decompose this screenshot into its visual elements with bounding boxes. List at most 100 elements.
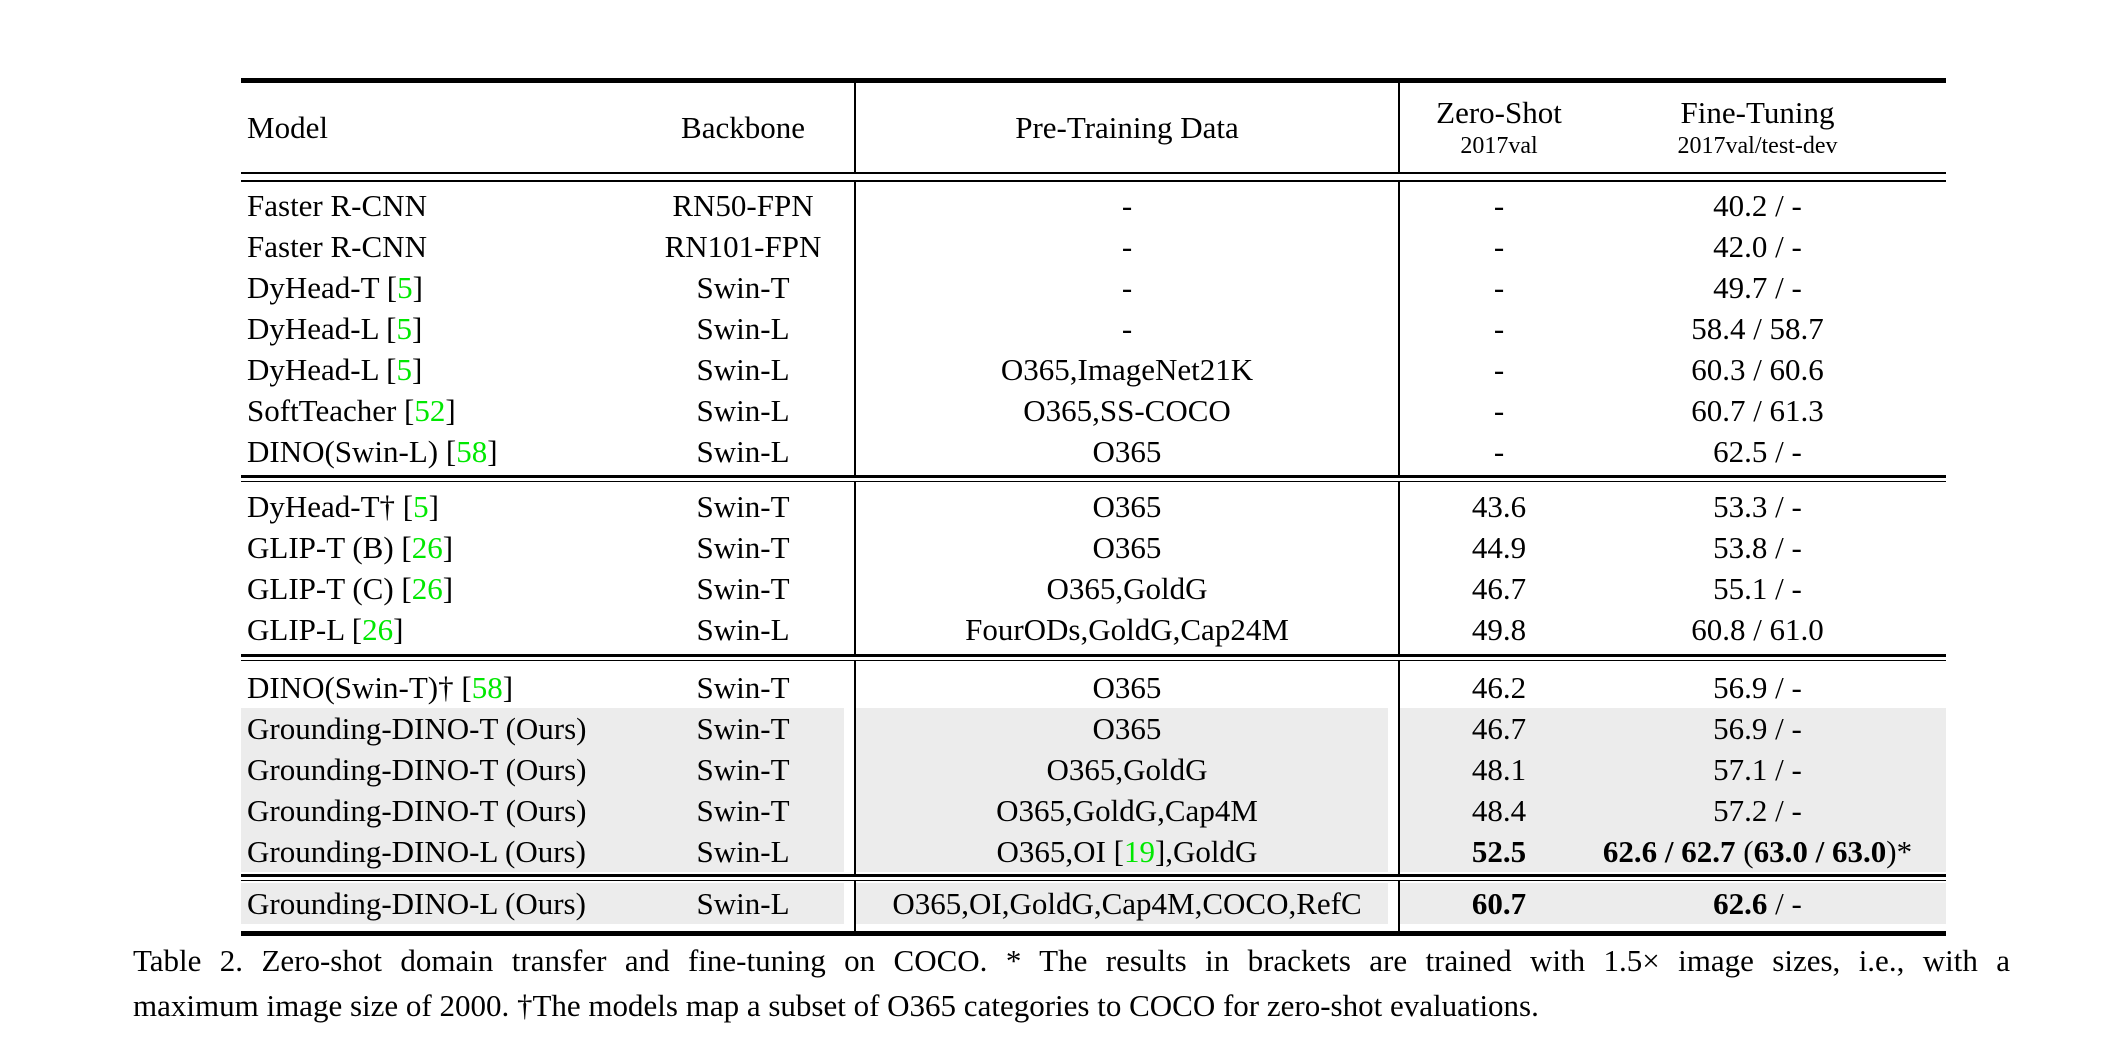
zeroshot-cell: - — [1493, 188, 1505, 223]
pretrain-cell: O365 — [1092, 670, 1162, 705]
model-name-post: ] — [393, 612, 404, 647]
model-name: DyHead-L [ — [247, 352, 397, 387]
col-header-model: Model — [247, 109, 328, 145]
citation-ref[interactable]: 5 — [396, 311, 412, 346]
citation-ref[interactable]: 19 — [1123, 834, 1155, 869]
model-name: DyHead-T [ — [247, 270, 398, 305]
pretrain-cell: O365,OI,GoldG,Cap4M,COCO,RefC — [855, 883, 1399, 924]
backbone-cell: Swin-L — [696, 434, 790, 469]
table-top-rule — [241, 78, 1946, 83]
table-section-closed-set: Faster R-CNN RN50-FPN - - 40.2 / - Faste… — [241, 182, 1946, 475]
model-name: DyHead-T† [ — [247, 489, 414, 524]
model-cell: Faster R-CNN — [241, 226, 631, 267]
model-name: GLIP-T (C) [ — [247, 571, 412, 606]
model-name: DINO(Swin-L) [ — [247, 434, 457, 469]
finetune-cell: 60.8 / 61.0 — [1691, 612, 1824, 647]
zeroshot-cell: 43.6 — [1471, 489, 1527, 524]
citation-ref[interactable]: 52 — [414, 393, 446, 428]
pretrain-cell: - — [1121, 270, 1133, 305]
model-name-post: ] — [442, 571, 454, 606]
model-cell: Grounding-DINO-T (Ours) — [241, 708, 631, 749]
finetune-cell: 53.8 / - — [1713, 530, 1802, 565]
pretrain-cell: O365 — [855, 708, 1399, 749]
pretrain-cell: O365 — [1092, 530, 1162, 565]
citation-ref[interactable]: 58 — [471, 670, 503, 705]
citation-ref[interactable]: 5 — [413, 489, 429, 524]
finetune-cell: 62.6 / 62.7 (63.0 / 63.0)* — [1599, 831, 1946, 872]
zeroshot-cell: 46.2 — [1471, 670, 1527, 705]
finetune-value: 62.6 — [1713, 886, 1768, 921]
pretrain-cell: FourODs,GoldG,Cap24M — [965, 612, 1289, 647]
citation-ref[interactable]: 26 — [411, 530, 443, 565]
model-name-post: ] — [411, 352, 423, 387]
col-header-backbone: Backbone — [681, 109, 805, 145]
model-cell: DyHead-T† [5] — [241, 486, 631, 527]
model-name-post: ] — [502, 670, 514, 705]
model-cell: DINO(Swin-L) [58] — [241, 431, 631, 472]
table-row: Faster R-CNN RN101-FPN - - 42.0 / - — [241, 226, 1946, 267]
pretrain-cell: O365 — [1092, 434, 1162, 469]
model-cell: GLIP-L [26] — [241, 609, 631, 650]
model-name: Faster R-CNN — [247, 188, 427, 223]
header-separator-rule — [241, 172, 1946, 182]
model-name: Grounding-DINO-L (Ours) — [247, 834, 586, 869]
model-cell: DyHead-T [5] — [241, 267, 631, 308]
citation-ref[interactable]: 5 — [396, 352, 412, 387]
model-name: Faster R-CNN — [247, 229, 427, 264]
table-row: DINO(Swin-L) [58] Swin-L O365 - 62.5 / - — [241, 431, 1946, 472]
section-separator-rule — [241, 874, 1946, 881]
finetune-cell: 56.9 / - — [1599, 708, 1946, 749]
backbone-cell: Swin-L — [631, 831, 855, 872]
table-row: DyHead-L [5] Swin-L - - 58.4 / 58.7 — [241, 308, 1946, 349]
table-caption: Table 2. Zero-shot domain transfer and f… — [133, 938, 2010, 1028]
model-name: Grounding-DINO-T (Ours) — [247, 793, 587, 828]
backbone-cell: Swin-T — [631, 708, 855, 749]
table-row: Faster R-CNN RN50-FPN - - 40.2 / - — [241, 185, 1946, 226]
pretrain-cell: O365 — [1092, 489, 1162, 524]
citation-ref[interactable]: 26 — [411, 571, 443, 606]
citation-ref[interactable]: 58 — [456, 434, 488, 469]
model-cell: DyHead-L [5] — [241, 308, 631, 349]
citation-ref[interactable]: 5 — [397, 270, 413, 305]
zeroshot-cell: - — [1493, 393, 1505, 428]
table-row: SoftTeacher [52] Swin-L O365,SS-COCO - 6… — [241, 390, 1946, 431]
table-row: DINO(Swin-T)† [58] Swin-T O365 46.2 56.9… — [241, 667, 1946, 708]
table-row: DyHead-L [5] Swin-L O365,ImageNet21K - 6… — [241, 349, 1946, 390]
backbone-cell: Swin-L — [696, 352, 790, 387]
backbone-cell: RN50-FPN — [672, 188, 814, 223]
backbone-cell: Swin-L — [696, 393, 790, 428]
zeroshot-cell: - — [1493, 352, 1505, 387]
col-header-zeroshot: Zero-Shot 2017val — [1399, 95, 1599, 161]
pretrain-text-post: ],GoldG — [1154, 834, 1258, 869]
citation-ref[interactable]: 26 — [362, 612, 394, 647]
caption-line-2: maximum image size of 2000. †The models … — [133, 988, 1539, 1023]
table-row-highlighted: Grounding-DINO-T (Ours) Swin-T O365 46.7… — [241, 708, 1946, 749]
col-header-finetune: Fine-Tuning 2017val/test-dev — [1599, 95, 1946, 161]
backbone-cell: Swin-T — [696, 670, 790, 705]
table-section-grounding-dino: DINO(Swin-T)† [58] Swin-T O365 46.2 56.9… — [241, 661, 1946, 874]
model-cell: Grounding-DINO-T (Ours) — [241, 749, 631, 790]
backbone-cell: RN101-FPN — [664, 229, 822, 264]
zeroshot-cell: 46.7 — [1471, 571, 1527, 606]
model-name-post: ] — [412, 270, 423, 305]
backbone-cell: Swin-T — [696, 270, 790, 305]
col-header-finetune-sub: 2017val/test-dev — [1677, 132, 1838, 159]
table-header-row: Model Backbone Pre-Training Data Zero-Sh… — [241, 83, 1946, 172]
model-name: Grounding-DINO-T (Ours) — [247, 752, 587, 787]
zeroshot-cell: - — [1493, 270, 1505, 305]
model-cell: Grounding-DINO-L (Ours) — [241, 831, 631, 872]
zeroshot-cell: - — [1493, 434, 1505, 469]
model-name-post: ] — [411, 311, 423, 346]
table-row: GLIP-T (C) [26] Swin-T O365,GoldG 46.7 5… — [241, 568, 1946, 609]
table-bottom-rule — [241, 931, 1946, 936]
zeroshot-cell: 48.1 — [1399, 749, 1599, 790]
model-cell: GLIP-T (B) [26] — [241, 527, 631, 568]
model-cell: DINO(Swin-T)† [58] — [241, 667, 631, 708]
section-separator-rule — [241, 475, 1946, 482]
finetune-cell: 57.2 / - — [1599, 790, 1946, 831]
table-row-highlighted: Grounding-DINO-L (Ours) Swin-L O365,OI [… — [241, 831, 1946, 872]
zeroshot-cell: - — [1493, 311, 1505, 346]
col-header-zeroshot-title: Zero-Shot — [1436, 94, 1562, 130]
zeroshot-cell: 49.8 — [1471, 612, 1527, 647]
results-table: Model Backbone Pre-Training Data Zero-Sh… — [241, 78, 1946, 936]
